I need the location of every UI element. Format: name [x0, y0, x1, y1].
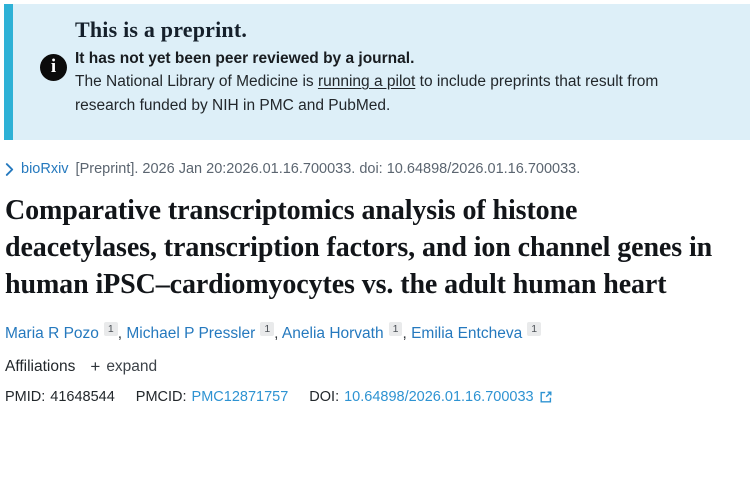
doi-link[interactable]: 10.64898/2026.01.16.700033 — [344, 389, 553, 405]
doi-value: 10.64898/2026.01.16.700033 — [344, 388, 534, 405]
pmcid-link[interactable]: PMC12871757 — [191, 388, 289, 405]
citation-line: bioRxiv [Preprint]. 2026 Jan 20:2026.01.… — [5, 161, 750, 177]
expand-label: expand — [106, 357, 158, 375]
doi-label: DOI: — [309, 388, 340, 405]
affiliation-superscript: 1 — [527, 321, 542, 336]
affiliation-superscript: 1 — [388, 321, 403, 336]
affiliation-superscript: 1 — [260, 321, 275, 336]
author-item: Michael P Pressler 1, — [126, 321, 282, 342]
author-separator: , — [117, 324, 127, 342]
pmid-value: 41648544 — [50, 388, 115, 405]
author-item: Maria R Pozo 1, — [5, 321, 127, 342]
running-a-pilot-link[interactable]: running a pilot — [317, 73, 416, 90]
pmid-label: PMID: — [5, 388, 46, 405]
author-link[interactable]: Maria R Pozo — [5, 324, 99, 342]
author-separator: , — [274, 324, 282, 342]
article-title: Comparative transcriptomics analysis of … — [5, 195, 713, 301]
plus-icon: + — [90, 357, 101, 377]
expand-affiliations-button[interactable]: + expand — [90, 358, 157, 376]
chevron-right-icon — [5, 163, 14, 176]
author-link[interactable]: Anelia Horvath — [281, 324, 384, 342]
external-link-icon — [539, 390, 553, 404]
author-separator: , — [402, 324, 412, 342]
info-icon: i — [40, 54, 67, 81]
pmcid-group: PMCID: PMC12871757 — [136, 389, 289, 405]
author-item: Anelia Horvath 1, — [281, 321, 412, 342]
affiliation-superscript: 1 — [103, 321, 118, 336]
authors-list: Maria R Pozo 1, Michael P Pressler 1, Anel… — [5, 321, 750, 343]
pmcid-label: PMCID: — [135, 388, 187, 405]
author-item: Emilia Entcheva 1 — [411, 321, 542, 342]
journal-source-link[interactable]: bioRxiv — [21, 161, 69, 177]
banner-body: The National Library of Medicine is runn… — [75, 70, 720, 117]
pmid-group: PMID: 41648544 — [5, 389, 115, 405]
banner-subheading: It has not yet been peer reviewed by a j… — [75, 50, 415, 67]
author-link[interactable]: Emilia Entcheva — [411, 324, 523, 342]
affiliations-row: Affiliations + expand — [5, 358, 750, 376]
citation-details: [Preprint]. 2026 Jan 20:2026.01.16.70003… — [75, 161, 581, 177]
doi-group: DOI: 10.64898/2026.01.16.700033 — [309, 389, 552, 405]
banner-body-text-before: The National Library of Medicine is — [75, 73, 318, 90]
identifiers-row: PMID: 41648544 PMCID: PMC12871757 DOI: 1… — [5, 389, 750, 405]
banner-heading: This is a preprint. — [75, 17, 248, 42]
affiliations-label: Affiliations — [5, 357, 76, 375]
author-link[interactable]: Michael P Pressler — [126, 324, 256, 342]
preprint-banner: This is a preprint. i It has not yet bee… — [4, 4, 750, 140]
banner-body-text-after: to include preprints that result from re… — [75, 73, 659, 114]
